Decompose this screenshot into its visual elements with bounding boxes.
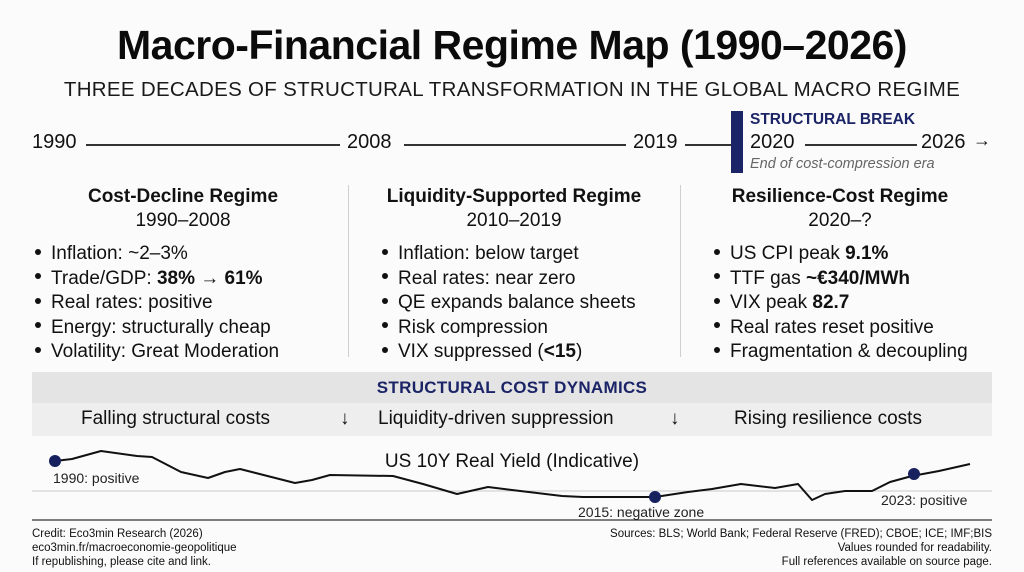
cost-dynamics-phases: Falling structural costs ↓ Liquidity-dri…	[32, 403, 992, 436]
bullet-icon	[382, 346, 388, 353]
bullet-icon	[714, 248, 720, 255]
list-item: Inflation: ~2–3%	[35, 242, 343, 267]
regime-title: Cost-Decline Regime	[87, 186, 279, 207]
phase-rising-resilience-costs: Rising resilience costs	[734, 408, 922, 429]
timeline-year-2026: 2026	[921, 131, 966, 153]
sources-line: Sources: BLS; World Bank; Federal Reserv…	[610, 528, 992, 540]
list-item: US CPI peak 9.1%	[714, 242, 1000, 267]
regime-column-resilience-cost: Resilience-Cost Regime 2020–? US CPI pea…	[680, 186, 1000, 365]
arrow-down-icon: ↓	[340, 408, 350, 429]
bullet-icon	[714, 297, 720, 304]
arrow-right-icon: →	[973, 130, 991, 150]
page-title: Macro-Financial Regime Map (1990–2026)	[117, 22, 907, 68]
list-item: VIX suppressed (<15)	[382, 340, 674, 365]
regime-period: 2020–?	[808, 210, 872, 231]
list-item: Real rates reset positive	[714, 316, 1000, 341]
regime-title: Resilience-Cost Regime	[731, 186, 949, 207]
bullet-icon	[382, 273, 388, 280]
timeline-segment	[404, 144, 626, 146]
bullet-icon	[382, 297, 388, 304]
rounding-note: Values rounded for readability.	[837, 542, 992, 554]
structural-break-label: STRUCTURAL BREAK	[750, 111, 916, 128]
timeline-year-2008: 2008	[347, 131, 392, 153]
credit-url[interactable]: eco3min.fr/macroeconomie-geopolitique	[32, 542, 237, 554]
structural-break-marker	[731, 111, 743, 173]
list-item: Real rates: near zero	[382, 267, 674, 292]
footer-credit: Credit: Eco3min Research (2026) eco3min.…	[32, 527, 237, 569]
timeline-year-1990: 1990	[32, 131, 77, 153]
column-divider	[348, 185, 349, 357]
footer-sources: Sources: BLS; World Bank; Federal Reserv…	[610, 527, 992, 569]
marker-2015-icon	[649, 491, 661, 503]
structural-break-note: End of cost-compression era	[750, 156, 935, 172]
list-item: VIX peak 82.7	[714, 291, 1000, 316]
annotation-1990: 1990: positive	[53, 470, 140, 486]
list-item: Real rates: positive	[35, 291, 343, 316]
list-item: Inflation: below target	[382, 242, 674, 267]
bullet-icon	[35, 322, 41, 329]
page-subtitle: THREE DECADES OF STRUCTURAL TRANSFORMATI…	[63, 78, 961, 101]
marker-1990-icon	[49, 455, 61, 467]
marker-2023-icon	[908, 468, 920, 480]
timeline-segment	[685, 144, 733, 146]
bullet-icon	[35, 248, 41, 255]
phase-falling-costs: Falling structural costs	[81, 408, 271, 429]
real-yield-line	[54, 450, 971, 501]
regime-column-cost-decline: Cost-Decline Regime 1990–2008 Inflation:…	[23, 186, 343, 365]
annotation-2015: 2015: negative zone	[578, 504, 705, 520]
list-item: Volatility: Great Moderation	[35, 340, 343, 365]
regime-bullet-list: Inflation: below target Real rates: near…	[354, 242, 674, 365]
annotation-2023: 2023: positive	[881, 492, 968, 508]
regime-bullet-list: Inflation: ~2–3% Trade/GDP: 38% → 61% Re…	[23, 242, 343, 365]
phase-liquidity-suppression: Liquidity-driven suppression	[378, 408, 614, 429]
bullet-icon	[35, 297, 41, 304]
bullet-icon	[714, 346, 720, 353]
regime-period: 2010–2019	[466, 210, 562, 231]
regime-bullet-list: US CPI peak 9.1% TTF gas ~€340/MWh VIX p…	[680, 242, 1000, 365]
list-item: TTF gas ~€340/MWh	[714, 267, 1000, 292]
list-item: Energy: structurally cheap	[35, 316, 343, 341]
chart-title: US 10Y Real Yield (Indicative)	[384, 451, 640, 472]
regime-column-liquidity-supported: Liquidity-Supported Regime 2010–2019 Inf…	[354, 186, 674, 365]
real-yield-line-chart	[32, 450, 992, 521]
timeline-year-2019: 2019	[633, 131, 678, 153]
references-note: Full references available on source page…	[781, 556, 992, 568]
bullet-icon	[35, 273, 41, 280]
regime-period: 1990–2008	[135, 210, 231, 231]
list-item: QE expands balance sheets	[382, 291, 674, 316]
bullet-icon	[714, 273, 720, 280]
bullet-icon	[35, 346, 41, 353]
bullet-icon	[382, 322, 388, 329]
regime-title: Liquidity-Supported Regime	[386, 186, 642, 207]
timeline-segment	[86, 144, 340, 146]
timeline-segment	[805, 144, 917, 146]
cost-dynamics-header: STRUCTURAL COST DYNAMICS	[32, 372, 992, 403]
bullet-icon	[382, 248, 388, 255]
timeline-year-2020: 2020	[750, 131, 795, 153]
bullet-icon	[714, 322, 720, 329]
arrow-down-icon: ↓	[670, 408, 680, 429]
credit-line: Credit: Eco3min Research (2026)	[32, 528, 203, 540]
column-divider	[680, 185, 681, 357]
list-item: Trade/GDP: 38% → 61%	[35, 267, 343, 292]
list-item: Risk compression	[382, 316, 674, 341]
list-item: Fragmentation & decoupling	[714, 340, 1000, 365]
credit-note: If republishing, please cite and link.	[32, 556, 211, 568]
